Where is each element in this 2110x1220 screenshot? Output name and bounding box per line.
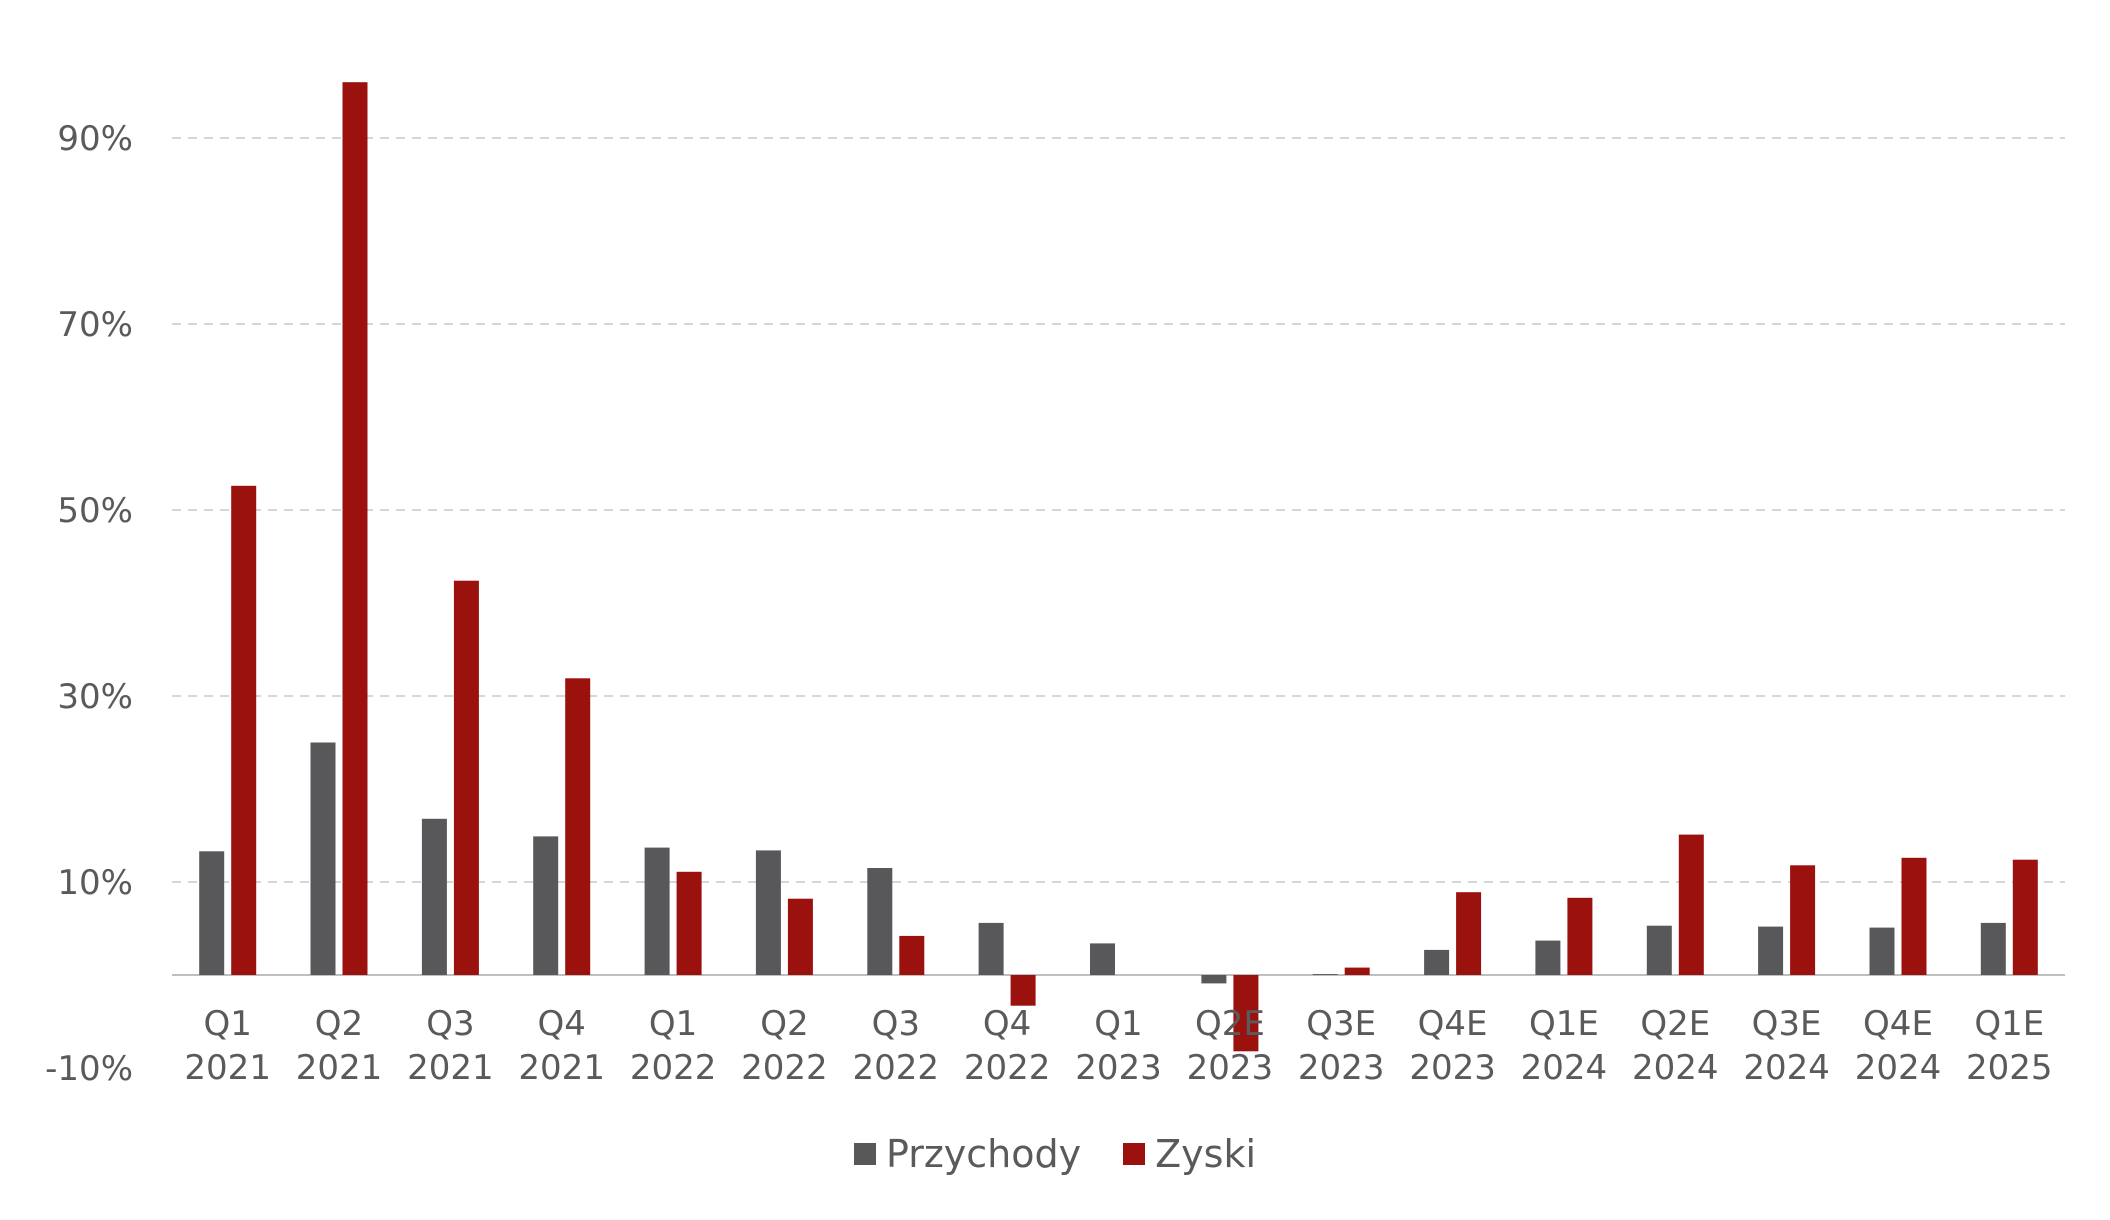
bar-przychody-1 xyxy=(310,742,336,975)
bar-przychody-11 xyxy=(1424,949,1450,975)
bar-zyski-16 xyxy=(2012,859,2038,975)
bar-przychody-7 xyxy=(978,922,1004,975)
y-axis-tick-labels: -10% 10% 30% 50% 70% 90% xyxy=(45,119,133,1089)
bar-zyski-13 xyxy=(1678,834,1704,975)
bar-przychody-15 xyxy=(1869,927,1895,975)
bar-przychody-8 xyxy=(1090,943,1115,975)
bar-zyski-12 xyxy=(1567,897,1593,975)
x-tick-label-quarter: Q1 xyxy=(203,1004,251,1044)
y-tick-label: -10% xyxy=(45,1049,133,1089)
bar-zyski-10 xyxy=(1344,967,1370,975)
x-tick-label-quarter: Q1E xyxy=(1974,1004,2044,1044)
x-tick-label-year: 2021 xyxy=(407,1048,494,1088)
y-tick-label: 10% xyxy=(57,863,133,903)
bar-zyski-1 xyxy=(342,82,368,975)
x-tick-label-quarter: Q4 xyxy=(537,1004,585,1044)
y-tick-label: 70% xyxy=(57,305,133,345)
x-tick-label-quarter: Q3 xyxy=(426,1004,474,1044)
x-tick-label-quarter: Q2E xyxy=(1195,1004,1265,1044)
x-tick-label-year: 2022 xyxy=(741,1048,828,1088)
x-axis-category-labels: Q12021Q22021Q32021Q42021Q12022Q22022Q320… xyxy=(184,1004,2052,1088)
bar-przychody-13 xyxy=(1646,925,1672,975)
x-tick-label-year: 2025 xyxy=(1966,1048,2053,1088)
x-tick-label-quarter: Q3E xyxy=(1306,1004,1376,1044)
legend-item-przychody: Przychody xyxy=(853,1132,1082,1176)
x-tick-label-year: 2024 xyxy=(1743,1048,1830,1088)
x-tick-label-quarter: Q1 xyxy=(649,1004,697,1044)
legend-swatch-zyski xyxy=(1123,1143,1146,1165)
x-tick-label-year: 2022 xyxy=(964,1048,1051,1088)
x-tick-label-year: 2023 xyxy=(1298,1048,1385,1088)
bar-zyski-6 xyxy=(899,935,925,975)
x-tick-label-year: 2024 xyxy=(1632,1048,1719,1088)
x-tick-label-quarter: Q2 xyxy=(760,1004,808,1044)
legend-label-zyski: Zyski xyxy=(1155,1132,1257,1176)
bar-przychody-9 xyxy=(1201,975,1227,984)
bar-przychody-3 xyxy=(533,836,559,975)
x-tick-label-quarter: Q2 xyxy=(315,1004,363,1044)
legend-swatch-przychody xyxy=(853,1143,876,1165)
x-tick-label-year: 2021 xyxy=(296,1048,383,1088)
bar-przychody-10 xyxy=(1312,974,1338,975)
bar-przychody-14 xyxy=(1758,926,1784,975)
x-tick-label-year: 2024 xyxy=(1521,1048,1608,1088)
bar-przychody-0 xyxy=(199,851,225,975)
x-tick-label-quarter: Q4E xyxy=(1863,1004,1933,1044)
bar-przychody-2 xyxy=(421,818,447,975)
bar-zyski-2 xyxy=(453,580,479,975)
x-tick-label-year: 2023 xyxy=(1409,1048,1496,1088)
gridlines xyxy=(172,137,2065,883)
bar-przychody-4 xyxy=(644,847,670,975)
x-tick-label-quarter: Q4E xyxy=(1418,1004,1488,1044)
x-tick-label-quarter: Q1E xyxy=(1529,1004,1599,1044)
x-tick-label-quarter: Q1 xyxy=(1094,1004,1142,1044)
x-tick-label-year: 2021 xyxy=(184,1048,271,1088)
legend-label-przychody: Przychody xyxy=(885,1132,1082,1176)
y-tick-label: 50% xyxy=(57,491,133,531)
x-tick-label-quarter: Q4 xyxy=(983,1004,1031,1044)
bar-zyski-9 xyxy=(1233,975,1259,1052)
x-tick-label-quarter: Q2E xyxy=(1640,1004,1710,1044)
bar-zyski-0 xyxy=(231,485,257,975)
x-tick-label-quarter: Q3 xyxy=(872,1004,920,1044)
bar-przychody-6 xyxy=(867,868,893,975)
bars xyxy=(199,82,2038,1052)
bar-zyski-15 xyxy=(1901,857,1927,975)
bar-zyski-14 xyxy=(1790,865,1816,975)
x-tick-label-year: 2021 xyxy=(518,1048,605,1088)
bar-zyski-11 xyxy=(1456,892,1482,975)
bar-przychody-5 xyxy=(755,850,781,975)
bar-zyski-4 xyxy=(676,871,702,975)
x-tick-label-year: 2024 xyxy=(1855,1048,1942,1088)
bar-zyski-7 xyxy=(1010,975,1036,1006)
x-tick-label-quarter: Q3E xyxy=(1752,1004,1822,1044)
x-tick-label-year: 2023 xyxy=(1187,1048,1274,1088)
bar-zyski-5 xyxy=(787,898,813,975)
x-tick-label-year: 2023 xyxy=(1075,1048,1162,1088)
x-tick-label-year: 2022 xyxy=(853,1048,940,1088)
y-tick-label: 30% xyxy=(57,677,133,717)
legend-item-zyski: Zyski xyxy=(1123,1132,1256,1176)
y-tick-label: 90% xyxy=(57,119,133,159)
legend: Przychody Zyski xyxy=(0,1132,2110,1176)
bar-zyski-3 xyxy=(565,678,591,975)
x-tick-label-year: 2022 xyxy=(630,1048,717,1088)
bar-przychody-16 xyxy=(1980,922,2006,975)
bar-przychody-12 xyxy=(1535,940,1561,975)
